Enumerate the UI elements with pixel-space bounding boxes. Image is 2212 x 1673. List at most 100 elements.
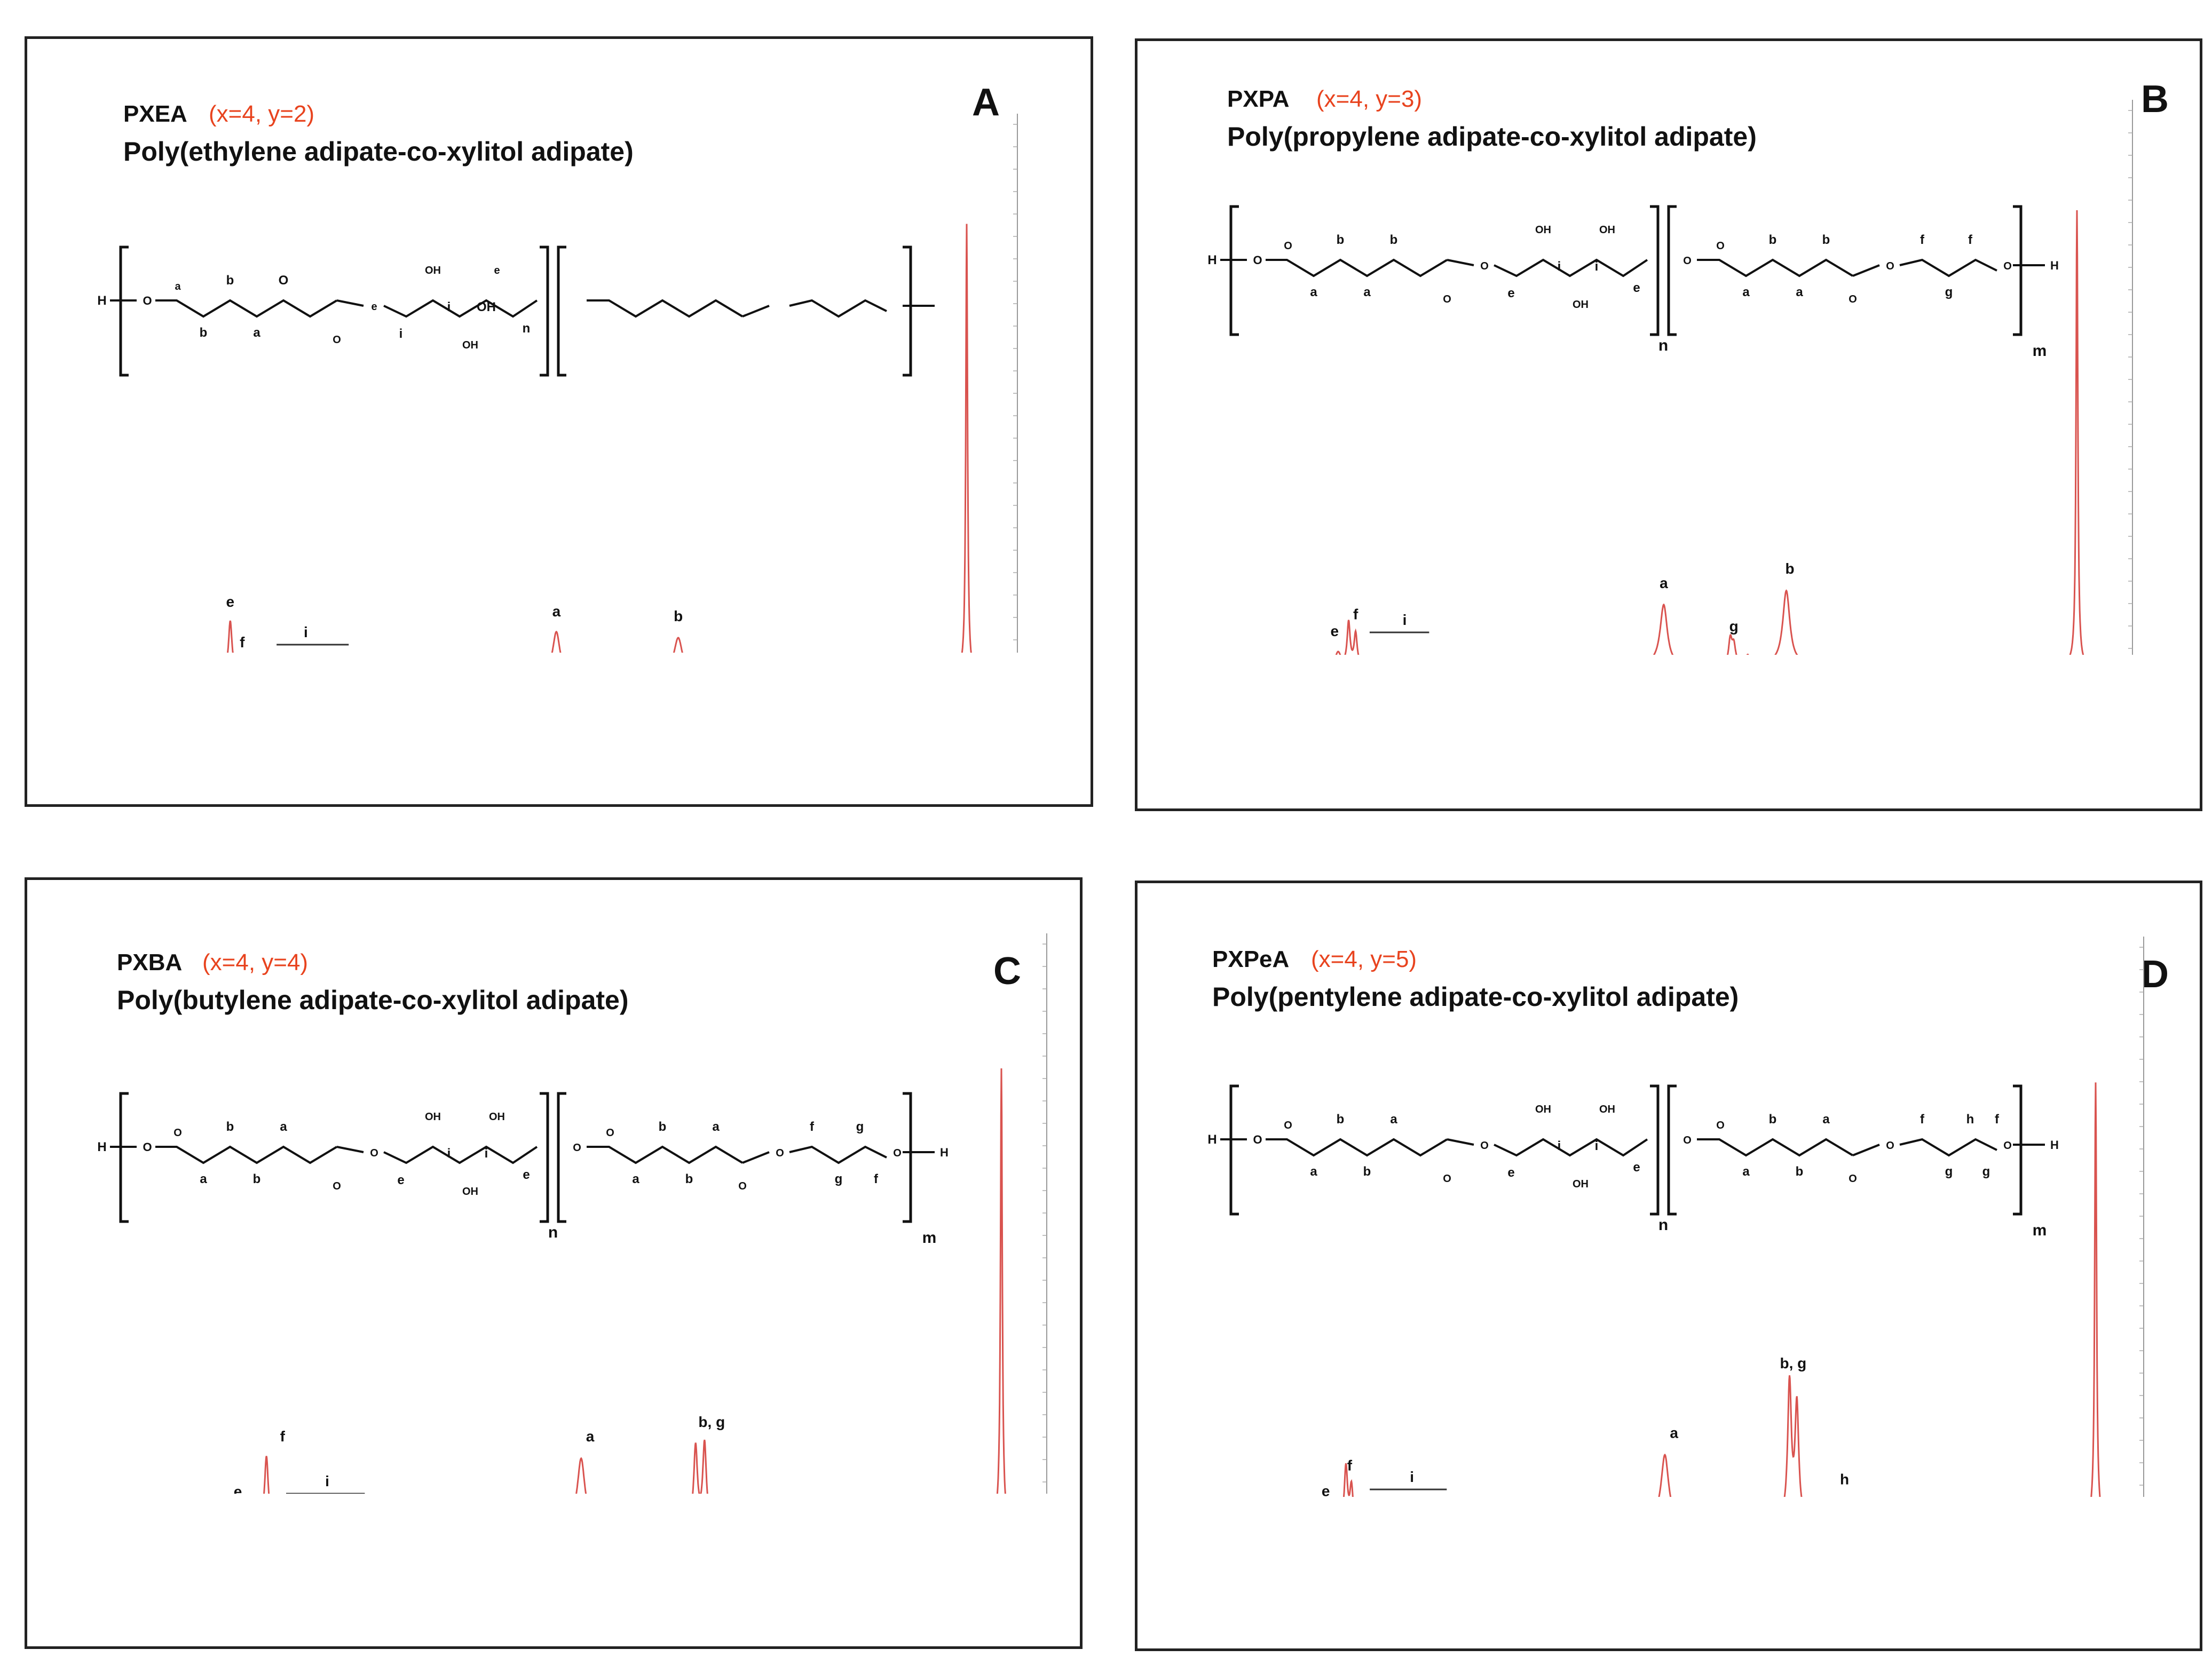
panel-d: PXPeA (x=4, y=5) Poly(pentylene adipate-… bbox=[1135, 881, 2202, 1651]
d-struct-label-10: OH bbox=[1535, 1104, 1551, 1115]
a-peak-label-1: f bbox=[240, 634, 245, 651]
panel-b-title: Poly(propylene adipate-co-xylitol adipat… bbox=[1227, 122, 1757, 152]
panel-a-spectrum: efiab1.000.820.962.452.525.04.84.64.44.2… bbox=[226, 114, 1018, 653]
c-peak-label-0: e bbox=[234, 1484, 242, 1494]
b-peak-label-2: i bbox=[1403, 612, 1407, 628]
c-struct-label-30: H bbox=[940, 1146, 949, 1159]
c-struct-label-9: e bbox=[397, 1173, 404, 1187]
b-struct-label-24: O bbox=[1886, 260, 1894, 272]
c-struct-label-23: O bbox=[738, 1180, 747, 1192]
c-struct-label-26: g bbox=[835, 1172, 843, 1186]
a-struct-label-8: e bbox=[371, 301, 377, 313]
b-peak-label-4: g bbox=[1729, 618, 1739, 635]
b-struct-label-12: OH bbox=[1573, 299, 1589, 311]
c-struct-label-25: f bbox=[810, 1120, 815, 1134]
a-bond bbox=[587, 299, 744, 318]
c-bracket-m bbox=[903, 1092, 912, 1223]
a-struct-label-4: b bbox=[226, 273, 234, 288]
c-peak-label-4: b, g bbox=[698, 1414, 725, 1430]
b-bond bbox=[1447, 259, 1474, 266]
b-struct-label-29: H bbox=[2050, 259, 2059, 272]
a-bracket-left bbox=[119, 245, 129, 377]
d-bracket-right-open bbox=[1667, 1084, 1677, 1216]
c-struct-label-19: a bbox=[632, 1172, 639, 1186]
d-struct-label-31: H bbox=[2050, 1138, 2059, 1152]
b-struct-label-27: f bbox=[1968, 233, 1973, 247]
d-struct-label-2: O bbox=[1284, 1120, 1292, 1131]
c-struct-label-22: a bbox=[712, 1120, 720, 1134]
c-spectrum-line bbox=[263, 1068, 1006, 1494]
panel-a-title: Poly(ethylene adipate-co-xylitol adipate… bbox=[123, 137, 634, 166]
b-bond bbox=[1494, 258, 1648, 277]
d-struct-label-28: g bbox=[1982, 1164, 1990, 1179]
b-struct-label-4: b bbox=[1337, 233, 1345, 247]
a-bracket-m bbox=[903, 245, 912, 377]
panel-d-label: D bbox=[2141, 953, 2169, 996]
b-struct-label-1: O bbox=[1253, 253, 1262, 267]
d-struct-label-14: OH bbox=[1599, 1104, 1615, 1115]
c-struct-label-4: b bbox=[226, 1120, 234, 1134]
a-bond bbox=[789, 299, 887, 318]
panel-c: PXBA (x=4, y=4) Poly(butylene adipate-co… bbox=[25, 877, 1083, 1649]
b-peak-label-0: e bbox=[1330, 623, 1339, 639]
d-struct-label-24: O bbox=[1886, 1140, 1894, 1152]
a-struct-label-1: O bbox=[143, 294, 152, 307]
b-bracket-m bbox=[2013, 205, 2023, 336]
d-struct-label-26: g bbox=[1945, 1164, 1953, 1179]
d-peak-label-2: i bbox=[1410, 1469, 1414, 1485]
a-struct-label-14: e bbox=[494, 265, 500, 276]
b-bond bbox=[1697, 258, 1854, 277]
d-bond bbox=[1852, 1144, 1880, 1156]
b-struct-label-10: OH bbox=[1535, 224, 1551, 236]
c-struct-label-14: OH bbox=[489, 1111, 505, 1123]
d-struct-label-4: b bbox=[1337, 1112, 1345, 1127]
d-peak-label-1: f bbox=[1347, 1457, 1353, 1473]
d-struct-label-23: O bbox=[1848, 1173, 1857, 1185]
d-bracket-m bbox=[2013, 1084, 2023, 1216]
b-bond bbox=[1852, 264, 1880, 277]
d-bond bbox=[1697, 1138, 1854, 1157]
panel-a-structure: H Oa b b a O Oe i OH i OH OH e n bbox=[97, 245, 935, 377]
panel-a-label: A bbox=[972, 81, 1000, 124]
panel-a-ratio: (x=4, y=2) bbox=[209, 101, 315, 127]
d-spectrum-line bbox=[1342, 1082, 2101, 1497]
b-bracket-right-open bbox=[1667, 205, 1677, 336]
d-struct-label-9: e bbox=[1507, 1165, 1514, 1180]
d-bond bbox=[1899, 1138, 1997, 1157]
c-struct-label-2: O bbox=[173, 1127, 182, 1139]
b-struct-label-15: e bbox=[1633, 281, 1640, 295]
c-struct-label-13: i bbox=[485, 1146, 488, 1161]
panel-b-ratio: (x=4, y=3) bbox=[1316, 86, 1423, 112]
c-struct-label-11: i bbox=[447, 1146, 451, 1161]
d-struct-label-25: f bbox=[1920, 1112, 1925, 1127]
b-spectrum-line bbox=[1335, 210, 2084, 655]
c-bracket-left bbox=[119, 1092, 129, 1223]
c-struct-label-15: e bbox=[523, 1168, 530, 1182]
panel-c-title: Poly(butylene adipate-co-xylitol adipate… bbox=[117, 985, 629, 1015]
a-peak-label-0: e bbox=[226, 593, 235, 610]
b-struct-label-14: OH bbox=[1599, 224, 1615, 236]
c-struct-label-16: n bbox=[548, 1224, 558, 1241]
c-struct-label-8: O bbox=[370, 1147, 378, 1159]
d-bond bbox=[1494, 1138, 1648, 1157]
a-struct-label-0: H bbox=[97, 294, 106, 308]
b-struct-label-3: a bbox=[1310, 285, 1317, 299]
d-struct-label-15: e bbox=[1633, 1160, 1640, 1175]
b-struct-label-23: O bbox=[1848, 294, 1857, 305]
c-bracket-n bbox=[540, 1092, 549, 1223]
d-peak-label-3: a bbox=[1670, 1425, 1678, 1441]
c-struct-label-10: OH bbox=[425, 1111, 441, 1123]
d-struct-label-27: h bbox=[1966, 1112, 1974, 1127]
a-struct-label-9: i bbox=[399, 327, 403, 341]
d-struct-label-6: a bbox=[1390, 1112, 1397, 1127]
c-bond bbox=[336, 1146, 364, 1153]
b-bond bbox=[1899, 258, 1997, 277]
a-struct-label-10: OH bbox=[425, 265, 441, 276]
a-bond bbox=[155, 299, 338, 318]
a-struct-label-5: a bbox=[253, 326, 260, 340]
panel-d-ratio: (x=4, y=5) bbox=[1311, 946, 1417, 972]
d-struct-label-30: O bbox=[2003, 1140, 2012, 1152]
c-bond bbox=[383, 1145, 538, 1164]
